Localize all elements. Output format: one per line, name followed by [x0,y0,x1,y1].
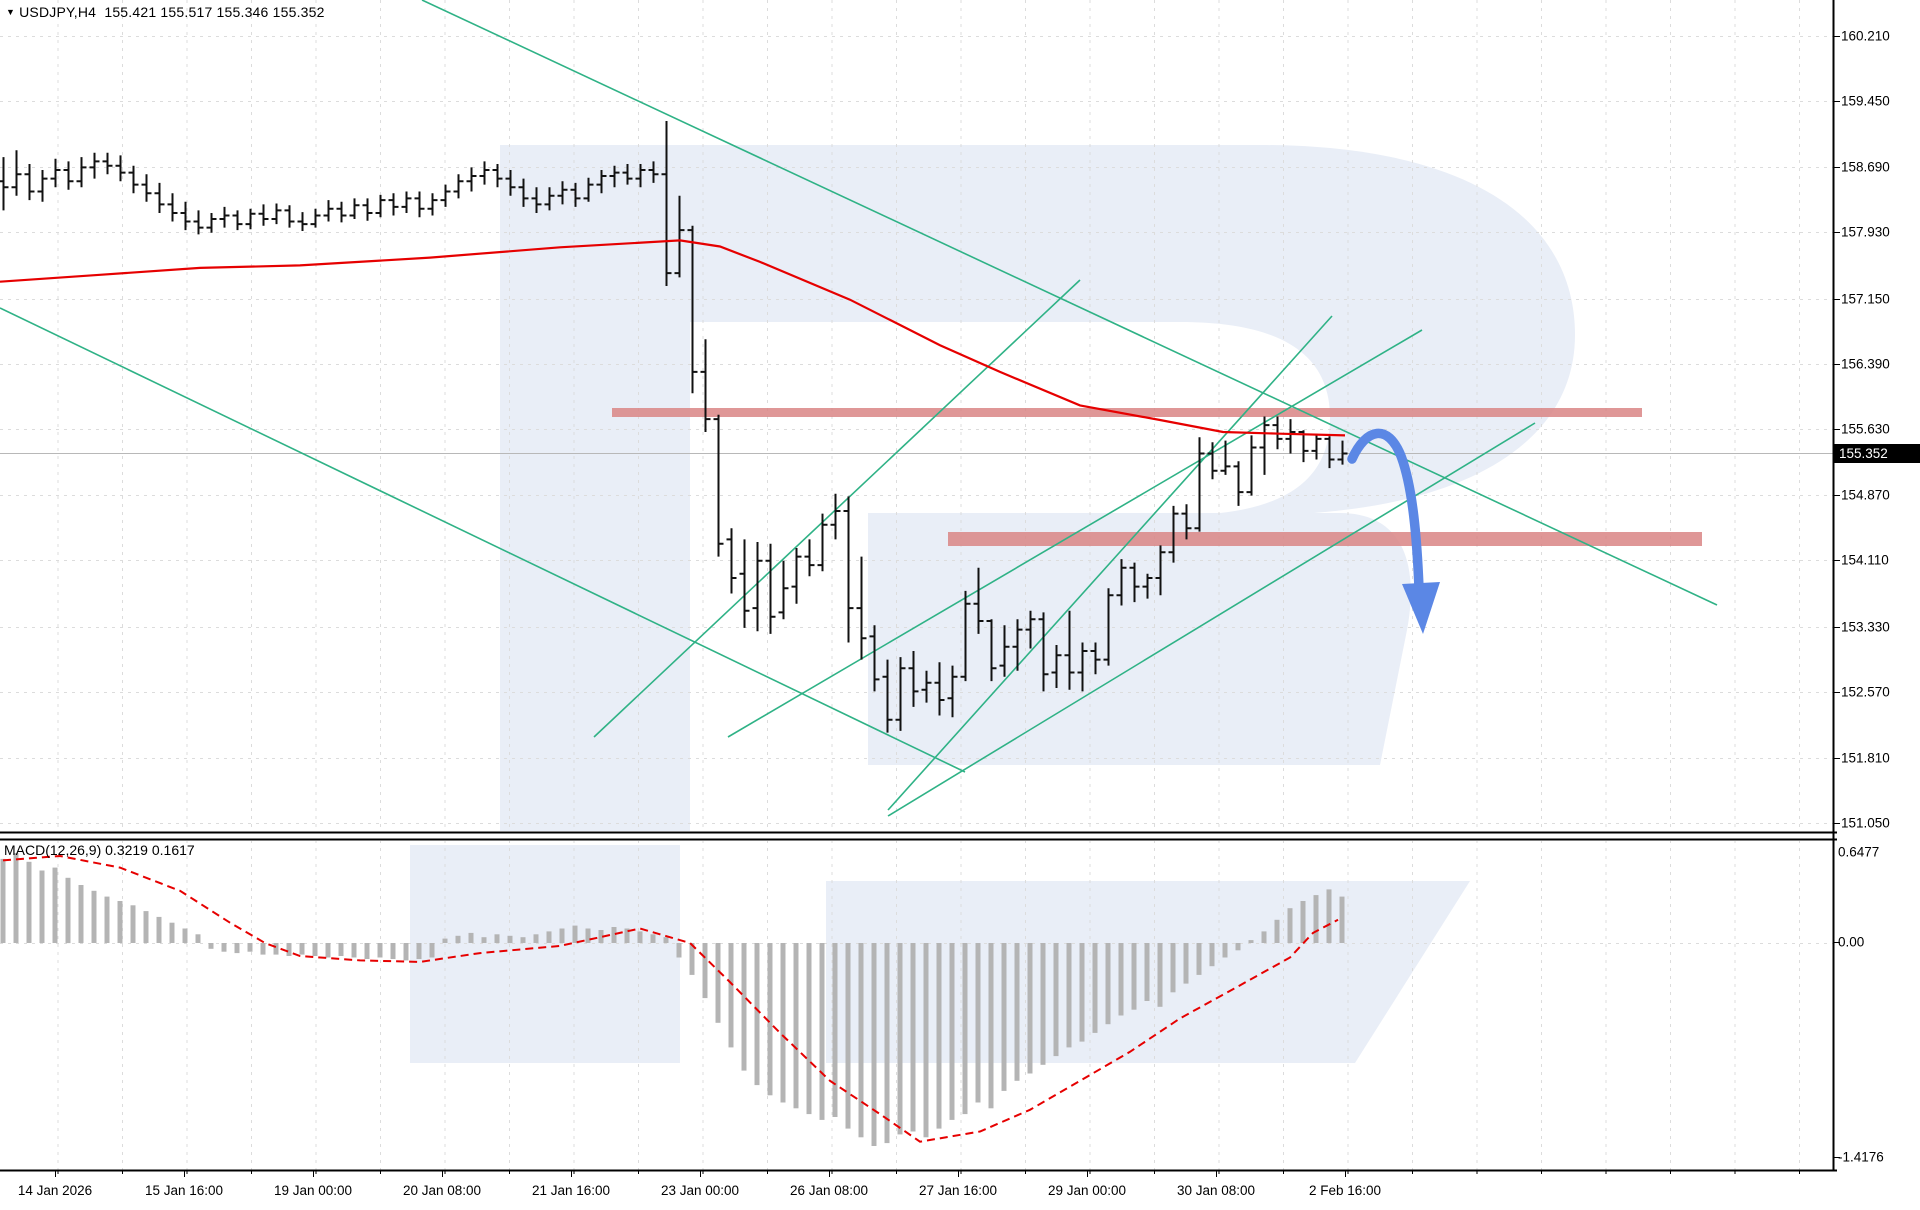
time-axis-label[interactable]: 29 Jan 00:00 [1047,1183,1127,1198]
macd-signal-line [2,854,1339,1143]
macd-axis-label: 0.6477 [1838,844,1880,860]
price-axis-label: 160.210 [1841,28,1890,44]
watermark-logo [410,145,1575,1063]
ohlc-values-label: 155.421 155.517 155.346 155.352 [104,4,325,20]
time-axis-label[interactable]: 19 Jan 00:00 [273,1183,353,1198]
price-axis-label: 157.930 [1841,224,1890,240]
price-axis-label: 153.330 [1841,619,1890,635]
down-arrow-annotation[interactable] [1347,428,1440,634]
macd-axis-label: -1.4176 [1838,1149,1884,1165]
current-price-badge: 155.352 [1834,444,1920,463]
macd-indicator-label: MACD(12,26,9) 0.3219 0.1617 [4,842,195,858]
resistance-zones[interactable] [612,408,1702,546]
time-axis-label[interactable]: 30 Jan 08:00 [1176,1183,1256,1198]
price-axis-label: 159.450 [1841,93,1890,109]
symbol-period-label: USDJPY,H4 [19,4,97,20]
macd-axis-label: 0.00 [1838,934,1865,950]
price-axis-label: 154.870 [1841,487,1890,503]
time-axis-label[interactable]: 14 Jan 2026 [17,1183,93,1198]
chevron-down-icon[interactable]: ▼ [6,7,16,17]
price-axis-label: 151.810 [1841,750,1890,766]
moving-average-line[interactable] [0,239,1346,437]
ohlc-bars[interactable] [0,121,1348,733]
macd-histogram [0,853,1345,1146]
price-axis-label: 154.110 [1841,552,1889,568]
price-axis-label: 157.150 [1841,291,1890,307]
price-axis-label: 156.390 [1841,356,1890,372]
time-axis-label[interactable]: 27 Jan 16:00 [918,1183,998,1198]
chart-title: ▼ USDJPY,H4 155.421 155.517 155.346 155.3… [6,4,325,20]
trendlines[interactable] [0,0,1718,817]
time-axis-label[interactable]: 21 Jan 16:00 [531,1183,611,1198]
price-axis-label: 158.690 [1841,159,1890,175]
price-axis-label: 151.050 [1841,815,1890,831]
price-axis-label: 152.570 [1841,684,1890,700]
price-axis-label: 155.630 [1841,421,1890,437]
time-axis-label[interactable]: 26 Jan 08:00 [789,1183,869,1198]
time-axis-label[interactable]: 15 Jan 16:00 [144,1183,224,1198]
time-axis-label[interactable]: 20 Jan 08:00 [402,1183,482,1198]
time-axis-label[interactable]: 23 Jan 00:00 [660,1183,740,1198]
axes-frame [0,0,1840,1177]
time-axis-label[interactable]: 2 Feb 16:00 [1308,1183,1382,1198]
